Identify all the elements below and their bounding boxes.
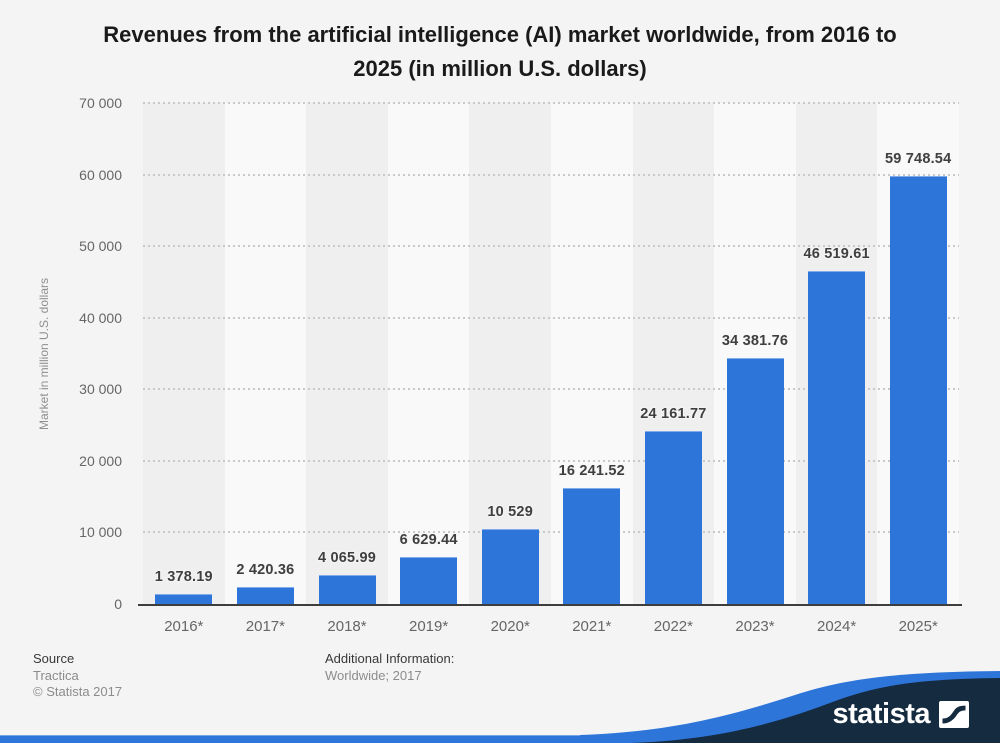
gridline bbox=[143, 245, 959, 248]
bar-value-label: 24 161.77 bbox=[640, 406, 707, 423]
plot-band bbox=[469, 103, 551, 604]
source-value: Tractica bbox=[33, 667, 79, 683]
bar-value-label: 34 381.76 bbox=[721, 332, 789, 349]
x-tick-label: 2019* bbox=[408, 618, 449, 635]
bar-value-label: 10 529 bbox=[487, 503, 533, 520]
statista-logo-icon bbox=[939, 701, 969, 728]
y-tick-label: 20 000 bbox=[79, 452, 122, 469]
gridline bbox=[143, 531, 959, 534]
plot-band bbox=[306, 103, 388, 604]
bar-2022[interactable] bbox=[644, 431, 702, 604]
x-tick-label: 2018* bbox=[327, 618, 367, 635]
bar-value-label: 1 378.19 bbox=[154, 569, 213, 586]
bar-2016[interactable] bbox=[155, 594, 213, 604]
statista-wave-decoration bbox=[580, 671, 1000, 743]
plot-band bbox=[143, 103, 225, 604]
source-block: Source Tractica © Statista 2017 bbox=[33, 651, 122, 701]
y-tick-label: 40 000 bbox=[79, 309, 122, 326]
gridline bbox=[143, 388, 959, 391]
copyright-text: © Statista 2017 bbox=[33, 684, 123, 699]
bar-2020[interactable] bbox=[481, 528, 539, 604]
statista-logo[interactable]: statista bbox=[832, 698, 969, 730]
bar-2025[interactable] bbox=[889, 176, 947, 604]
gridline bbox=[143, 173, 959, 176]
source-label: Source bbox=[33, 651, 75, 666]
gridline bbox=[143, 459, 959, 462]
additional-info-block: Additional Information: Worldwide; 2017 bbox=[325, 651, 454, 684]
bar-value-label: 2 420.36 bbox=[236, 561, 295, 578]
x-tick-label: 2024* bbox=[816, 618, 857, 635]
bar-value-label: 46 519.61 bbox=[803, 246, 870, 263]
y-tick-label: 60 000 bbox=[79, 166, 122, 183]
gridline bbox=[143, 102, 959, 104]
gridline bbox=[143, 316, 959, 319]
plot-band bbox=[224, 103, 307, 604]
y-tick-label: 50 000 bbox=[79, 238, 122, 255]
plot-band bbox=[387, 103, 470, 604]
x-tick-label: 2023* bbox=[735, 618, 775, 635]
additional-info-value: Worldwide; 2017 bbox=[325, 667, 422, 683]
page-title: Revenues from the artificial intelligenc… bbox=[0, 18, 1000, 86]
bar-value-label: 59 748.54 bbox=[885, 151, 952, 168]
y-tick-label: 10 000 bbox=[79, 524, 122, 541]
y-tick-label: 0 bbox=[114, 596, 122, 612]
x-tick-label: 2016* bbox=[164, 618, 204, 635]
x-tick-label: 2021* bbox=[572, 618, 612, 635]
chart-plot-area: 0 10 000 20 000 30 000 40 000 50 000 60 000 70 … bbox=[79, 95, 962, 635]
bar-2018[interactable] bbox=[318, 574, 376, 604]
y-tick-label: 30 000 bbox=[79, 381, 122, 398]
y-tick-label: 70 000 bbox=[79, 95, 122, 111]
bar-2023[interactable] bbox=[726, 357, 784, 604]
page-title-line-2: 2025 (in million U.S. dollars) bbox=[353, 56, 647, 81]
bar-2024[interactable] bbox=[808, 271, 866, 604]
statista-logo-text: statista bbox=[832, 698, 930, 730]
wave-navy-fill bbox=[630, 678, 1000, 743]
bar-2019[interactable] bbox=[400, 556, 458, 604]
x-tick-label: 2022* bbox=[653, 618, 693, 635]
x-axis-line bbox=[138, 604, 962, 606]
bar-value-label: 6 629.44 bbox=[399, 531, 458, 548]
page-title-line-1: Revenues from the artificial intelligenc… bbox=[103, 22, 897, 47]
x-tick-label: 2025* bbox=[898, 618, 938, 635]
x-tick-label: 2017* bbox=[245, 618, 285, 635]
x-tick-label: 2020* bbox=[490, 618, 530, 635]
bar-value-label: 4 065.99 bbox=[317, 549, 377, 566]
additional-info-label: Additional Information: bbox=[325, 651, 455, 666]
bottom-accent-bar bbox=[0, 735, 1000, 743]
bar-2017[interactable] bbox=[236, 586, 294, 604]
bar-2021[interactable] bbox=[563, 487, 621, 604]
bar-value-label: 16 241.52 bbox=[558, 462, 625, 479]
